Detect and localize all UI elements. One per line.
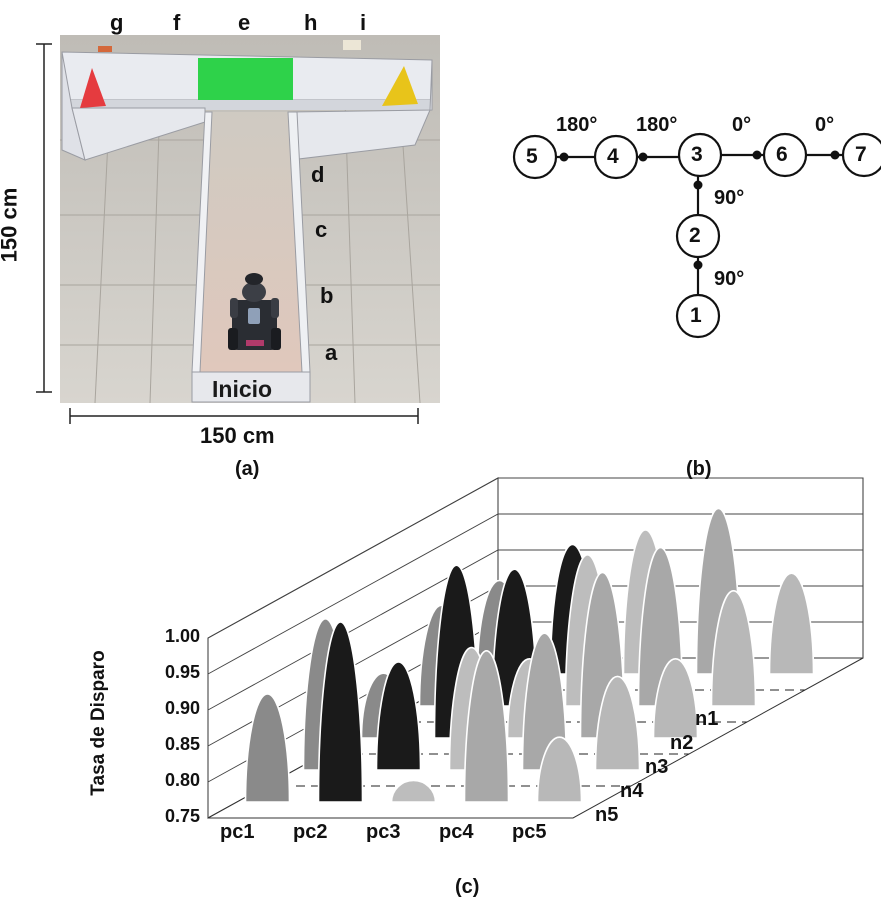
row-label: n1 [695, 708, 718, 731]
node-label-6: 6 [776, 143, 788, 167]
height-dimension [36, 44, 52, 392]
width-dimension [70, 408, 418, 424]
side-label-d: d [311, 162, 324, 188]
node-label-7: 7 [855, 143, 867, 167]
top-label-h: h [304, 10, 317, 36]
chart-3d [208, 478, 863, 818]
angle-label-5-4: 180° [556, 114, 597, 137]
y-tick-label: 0.90 [142, 698, 200, 719]
angle-label-6-7: 0° [815, 114, 834, 137]
node-label-2: 2 [689, 224, 701, 248]
side-label-b: b [320, 283, 333, 309]
y-axis-label: Tasa de Disparo [88, 638, 110, 808]
y-tick-label: 0.85 [142, 734, 200, 755]
width-label: 150 cm [200, 423, 275, 449]
node-label-3: 3 [691, 143, 703, 167]
start-label: Inicio [212, 376, 272, 403]
top-label-i: i [360, 10, 366, 36]
caption-b: (b) [686, 458, 712, 481]
node-label-5: 5 [526, 145, 538, 169]
angle-label-3-6: 0° [732, 114, 751, 137]
x-category-label: pc4 [439, 821, 473, 844]
y-tick-label: 1.00 [142, 626, 200, 647]
row-label: n4 [620, 780, 643, 803]
row-label: n3 [645, 756, 668, 779]
row-label: n5 [595, 804, 618, 827]
row-label: n2 [670, 732, 693, 755]
caption-c: (c) [455, 876, 479, 899]
angle-label-3-2: 90° [714, 187, 744, 210]
top-label-e: e [238, 10, 250, 36]
angle-label-2-1: 90° [714, 268, 744, 291]
y-tick-label: 0.80 [142, 770, 200, 791]
caption-a: (a) [235, 458, 259, 481]
top-label-f: f [173, 10, 180, 36]
y-tick-label: 0.75 [142, 806, 200, 827]
top-label-g: g [110, 10, 123, 36]
x-category-label: pc3 [366, 821, 400, 844]
x-category-label: pc1 [220, 821, 254, 844]
y-tick-label: 0.95 [142, 662, 200, 683]
side-label-c: c [315, 217, 327, 243]
height-label: 150 cm [0, 188, 22, 263]
side-label-a: a [325, 340, 337, 366]
maze-photo [60, 35, 440, 403]
node-label-1: 1 [690, 304, 702, 328]
x-category-label: pc2 [293, 821, 327, 844]
x-category-label: pc5 [512, 821, 546, 844]
angle-label-4-3: 180° [636, 114, 677, 137]
green-marker [198, 58, 293, 100]
node-label-4: 4 [607, 145, 619, 169]
